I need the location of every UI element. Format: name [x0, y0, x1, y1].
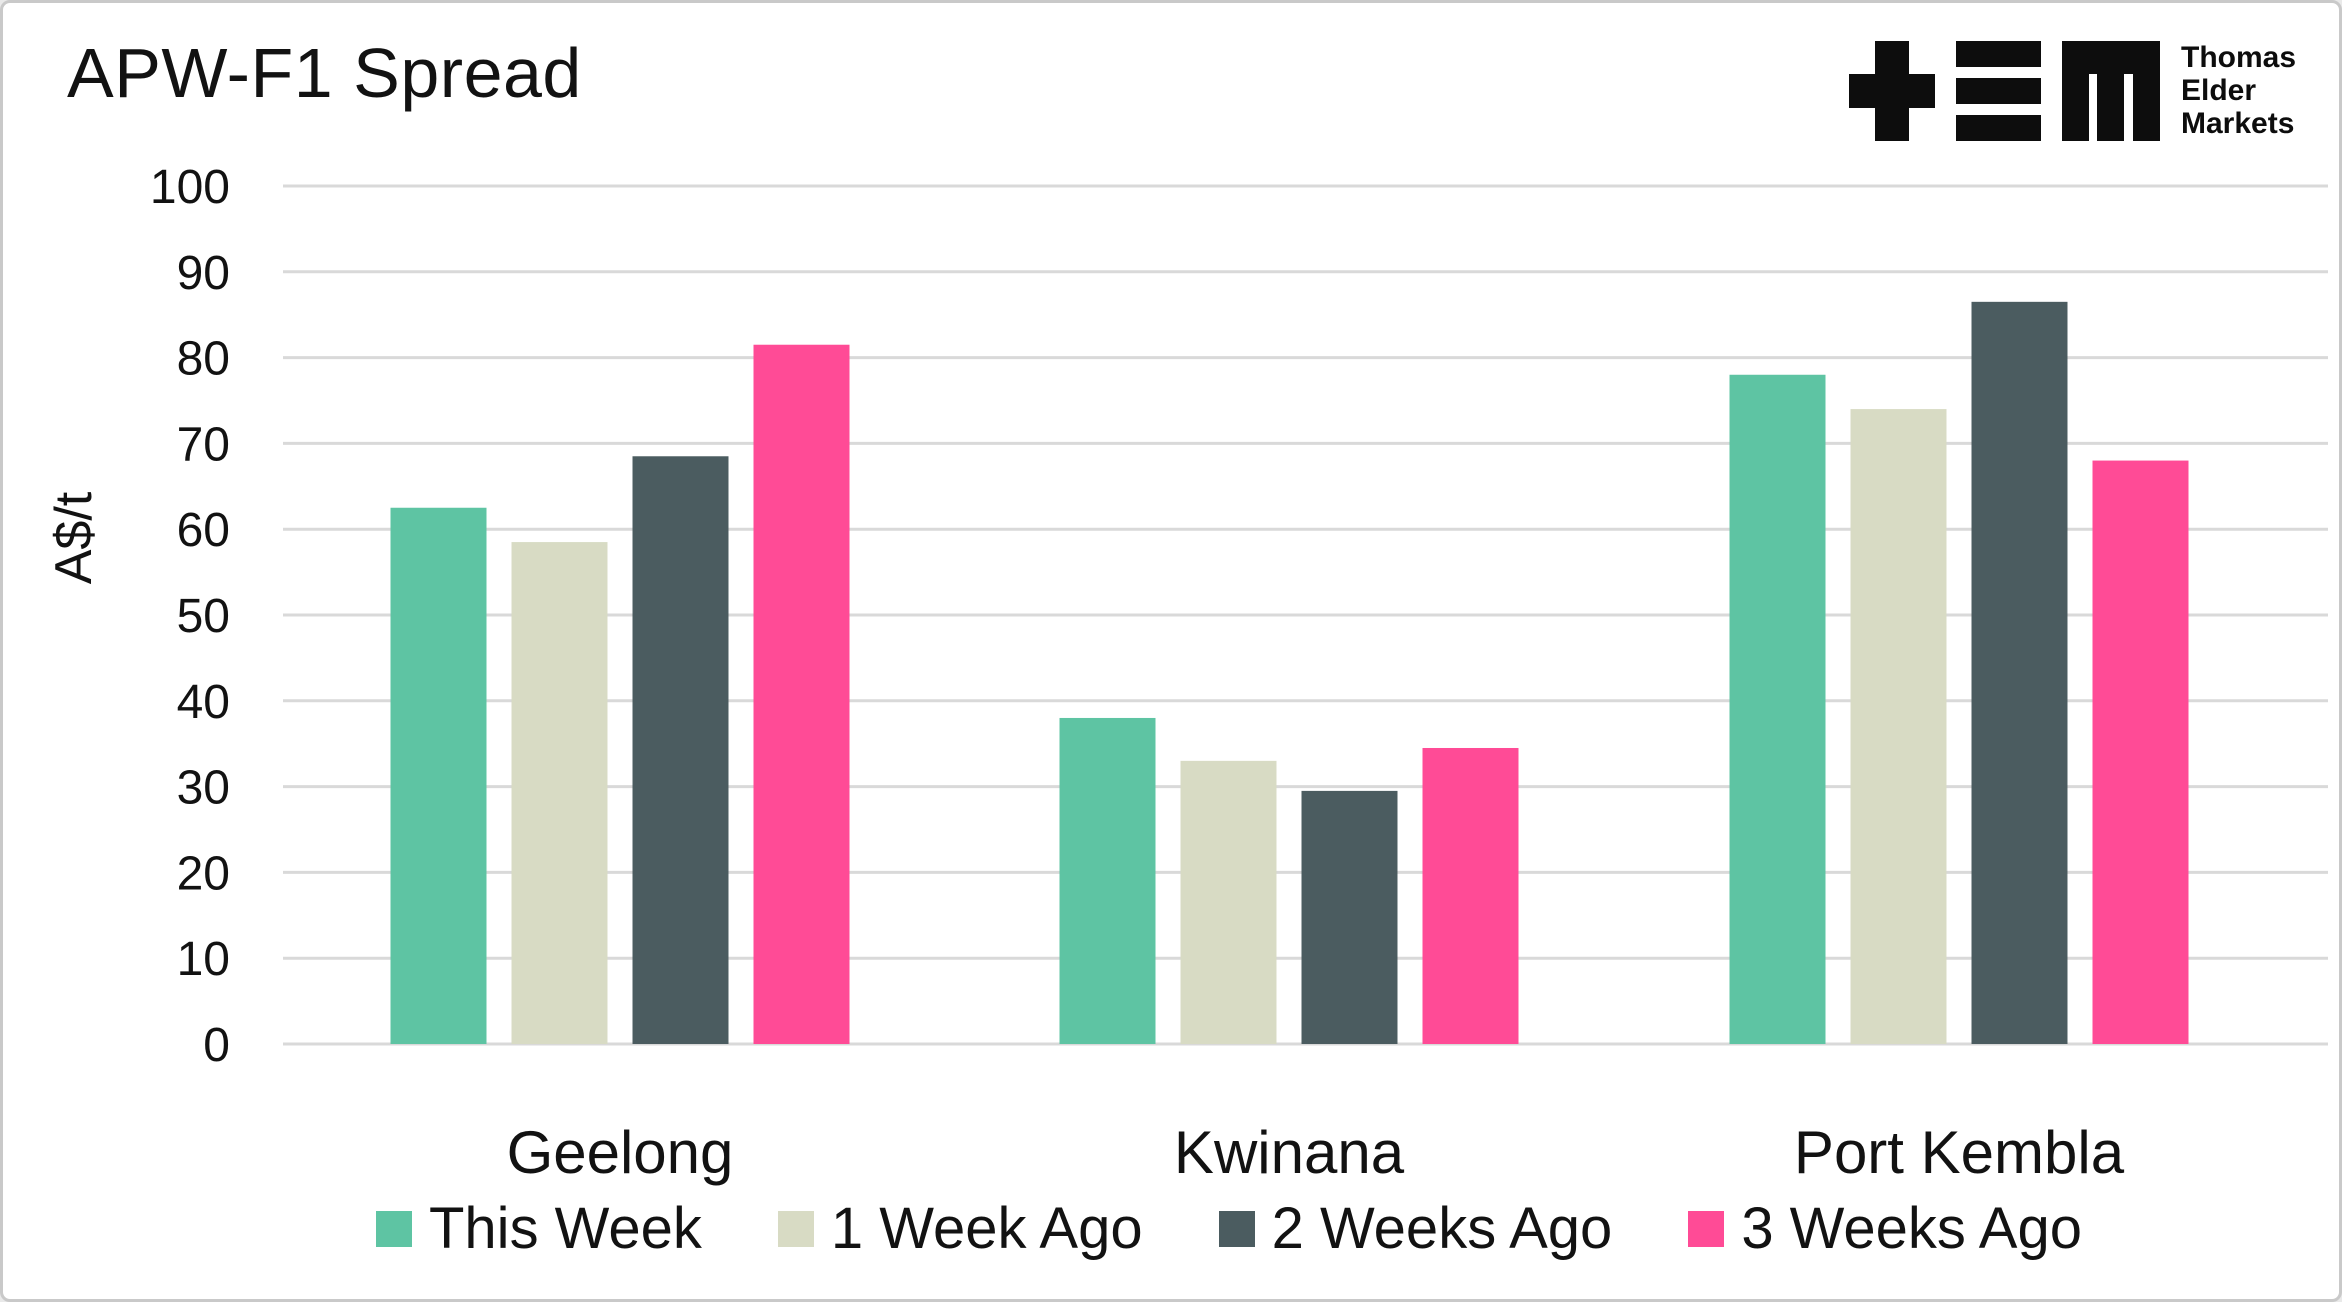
bar-geelong-3-weeks-ago [753, 344, 850, 1045]
y-tick-label: 20 [177, 847, 230, 900]
bar-port-kembla-this-week [1729, 374, 1826, 1044]
legend-item-3-weeks-ago: 3 Weeks Ago [1688, 1195, 2082, 1262]
y-tick-label: 90 [177, 247, 230, 300]
legend-label: This Week [429, 1196, 702, 1261]
y-tick-label: 40 [177, 676, 230, 729]
bar-port-kembla-1-week-ago [1850, 409, 1947, 1045]
y-tick-label: 50 [177, 590, 230, 643]
bar-port-kembla-2-weeks-ago [1971, 301, 2068, 1045]
y-tick-label: 70 [177, 418, 230, 471]
x-category-label: Port Kembla [1794, 1119, 2125, 1186]
tem-logo: Thomas Elder Markets [1849, 41, 2296, 141]
legend-label: 1 Week Ago [830, 1196, 1143, 1261]
legend-swatch [777, 1210, 814, 1247]
legend-label: 3 Weeks Ago [1741, 1196, 2083, 1261]
y-tick-label: 0 [203, 1019, 230, 1072]
bar-kwinana-this-week [1059, 717, 1156, 1044]
y-tick-label: 60 [177, 504, 230, 557]
bar-chart: 0 10 20 30 40 50 60 70 80 90 100 A$/t Geelong Kwinana… [45, 161, 2328, 1186]
logo-plus-icon [1849, 41, 1935, 141]
legend-swatch [376, 1210, 412, 1247]
y-tick-label: 80 [177, 333, 230, 386]
x-category-label: Geelong [507, 1119, 734, 1186]
y-tick-label: 100 [150, 161, 230, 214]
bar-port-kembla-3-weeks-ago [2092, 460, 2189, 1044]
x-category-label: Kwinana [1174, 1119, 1405, 1186]
bar-kwinana-3-weeks-ago [1422, 747, 1519, 1044]
logo-text-line: Elder [2181, 74, 2257, 107]
bar-kwinana-1-week-ago [1180, 760, 1277, 1044]
legend-swatch [1688, 1210, 1725, 1247]
logo-text-line: Thomas [2181, 41, 2297, 74]
y-tick-label: 30 [177, 762, 230, 815]
bar-geelong-this-week [390, 507, 487, 1044]
legend-item-this-week: This Week [376, 1195, 702, 1262]
bar-kwinana-2-weeks-ago [1301, 790, 1398, 1044]
logo-wordmark: Thomas Elder Markets [2181, 41, 2296, 141]
legend-swatch [1218, 1210, 1255, 1247]
legend-item-2-weeks-ago: 2 Weeks Ago [1218, 1195, 1613, 1262]
bar-geelong-1-week-ago [511, 542, 608, 1044]
logo-m-icon [2062, 41, 2160, 141]
chart-title: APW-F1 Spread [67, 34, 582, 112]
legend-item-1-week-ago: 1 Week Ago [777, 1195, 1143, 1262]
legend: This Week 1 Week Ago 2 Weeks Ago 3 Weeks… [376, 1195, 2082, 1262]
logo-text-line: Markets [2181, 107, 2295, 140]
y-axis-title: A$/t [45, 491, 103, 584]
legend-label: 2 Weeks Ago [1271, 1196, 1613, 1261]
bar-geelong-2-weeks-ago [632, 456, 729, 1044]
y-tick-label: 10 [177, 933, 230, 986]
logo-e-icon [1956, 41, 2041, 141]
